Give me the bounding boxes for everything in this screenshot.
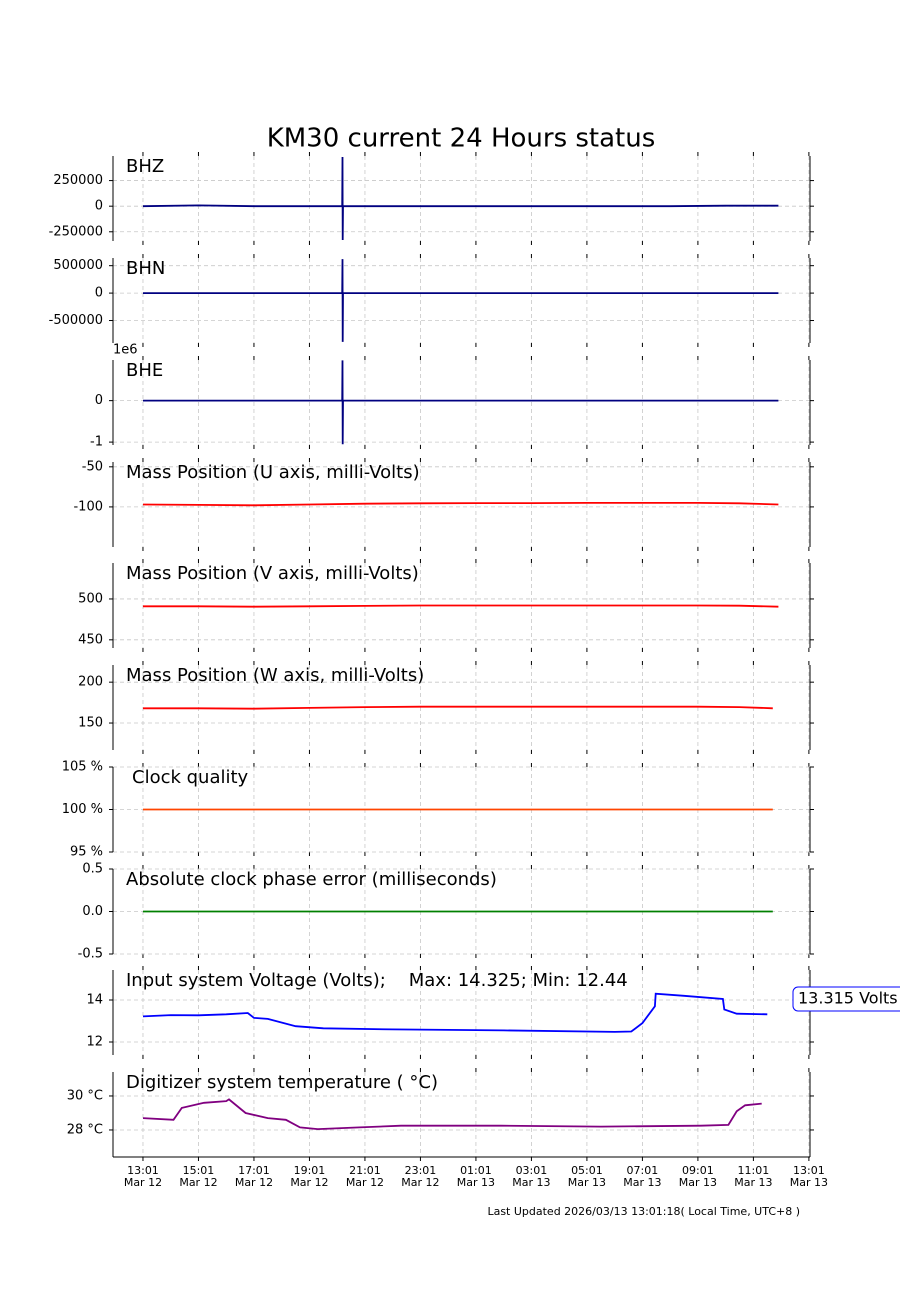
x-tick-label: 11:01 xyxy=(738,1164,770,1177)
series-line xyxy=(142,1098,762,1131)
series-line xyxy=(142,992,768,1033)
x-tick-date: Mar 13 xyxy=(512,1176,550,1189)
panel-label: BHE xyxy=(126,360,163,381)
y-tick-label: 95 % xyxy=(70,845,103,860)
x-tick-label: 09:01 xyxy=(682,1164,714,1177)
y-tick-label: 0 xyxy=(95,199,103,214)
y-tick-label: 200 xyxy=(78,675,103,690)
y-tick-label: 0.5 xyxy=(82,862,103,877)
footer: Last Updated 2026/03/13 13:01:18( Local … xyxy=(487,1205,800,1218)
y-tick-label: 0 xyxy=(95,393,103,408)
series-line xyxy=(142,502,779,507)
page-title: KM30 current 24 Hours status xyxy=(267,124,656,154)
y-tick-label: 30 °C xyxy=(67,1088,103,1103)
panel-label: Digitizer system temperature ( °C) xyxy=(126,1072,438,1093)
x-tick-date: Mar 13 xyxy=(568,1176,606,1189)
y-tick-label: 100 % xyxy=(62,802,103,817)
axis-offset: 1e6 xyxy=(113,343,138,358)
x-tick-label: 01:01 xyxy=(460,1164,492,1177)
series-line xyxy=(142,156,779,241)
series-line xyxy=(143,360,779,445)
y-tick-label: -500000 xyxy=(49,313,103,328)
x-tick-label: 21:01 xyxy=(349,1164,381,1177)
x-tick-date: Mar 13 xyxy=(679,1176,717,1189)
panel-label: BHZ xyxy=(126,156,164,177)
panel-label: Absolute clock phase error (milliseconds… xyxy=(126,869,497,890)
x-tick-label: 03:01 xyxy=(516,1164,548,1177)
y-tick-label: -50 xyxy=(82,459,103,474)
x-tick-date: Mar 12 xyxy=(179,1176,217,1189)
x-tick-date: Mar 12 xyxy=(346,1176,384,1189)
y-tick-label: -250000 xyxy=(49,224,103,239)
x-tick-label: 15:01 xyxy=(183,1164,215,1177)
panel-label: Mass Position (V axis, milli-Volts) xyxy=(126,563,419,584)
y-tick-label: 250000 xyxy=(53,173,103,188)
x-tick-date: Mar 12 xyxy=(124,1176,162,1189)
x-tick-label: 05:01 xyxy=(571,1164,603,1177)
x-tick-date: Mar 12 xyxy=(401,1176,439,1189)
x-tick-label: 13:01 xyxy=(793,1164,825,1177)
y-tick-label: 500 xyxy=(78,591,103,606)
x-tick-label: 17:01 xyxy=(238,1164,270,1177)
y-tick-label: 105 % xyxy=(62,760,103,775)
panel-label: Mass Position (W axis, milli-Volts) xyxy=(126,665,424,686)
x-tick-label: 19:01 xyxy=(294,1164,326,1177)
x-tick-date: Mar 12 xyxy=(235,1176,273,1189)
panel-label: Clock quality xyxy=(132,767,249,788)
annotation-box xyxy=(792,986,900,1012)
series-line xyxy=(143,259,779,342)
y-tick-label: -0.5 xyxy=(78,947,103,962)
y-tick-label: 14 xyxy=(86,993,103,1008)
annotation: 13.315 Volts xyxy=(798,989,898,1008)
x-tick-date: Mar 13 xyxy=(734,1176,772,1189)
series-line xyxy=(143,604,779,608)
y-tick-label: 0 xyxy=(95,286,103,301)
x-tick-date: Mar 13 xyxy=(623,1176,661,1189)
y-tick-label: 12 xyxy=(86,1034,103,1049)
y-tick-label: 500000 xyxy=(53,258,103,273)
panel-label: Mass Position (U axis, milli-Volts) xyxy=(126,462,420,483)
y-tick-label: -1 xyxy=(90,435,103,450)
series-line xyxy=(143,705,773,710)
x-tick-date: Mar 13 xyxy=(457,1176,495,1189)
y-tick-label: 0.0 xyxy=(82,904,103,919)
x-tick-label: 23:01 xyxy=(405,1164,437,1177)
x-tick-date: Mar 12 xyxy=(290,1176,328,1189)
y-tick-label: 150 xyxy=(78,716,103,731)
y-tick-label: -100 xyxy=(73,499,103,514)
x-tick-label: 07:01 xyxy=(627,1164,659,1177)
y-tick-label: 450 xyxy=(78,632,103,647)
panel-label: Input system Voltage (Volts); Max: 14.32… xyxy=(126,970,628,991)
x-tick-label: 13:01 xyxy=(127,1164,159,1177)
panel-label: BHN xyxy=(126,258,165,279)
x-tick-date: Mar 13 xyxy=(790,1176,828,1189)
y-tick-label: 28 °C xyxy=(67,1122,103,1137)
